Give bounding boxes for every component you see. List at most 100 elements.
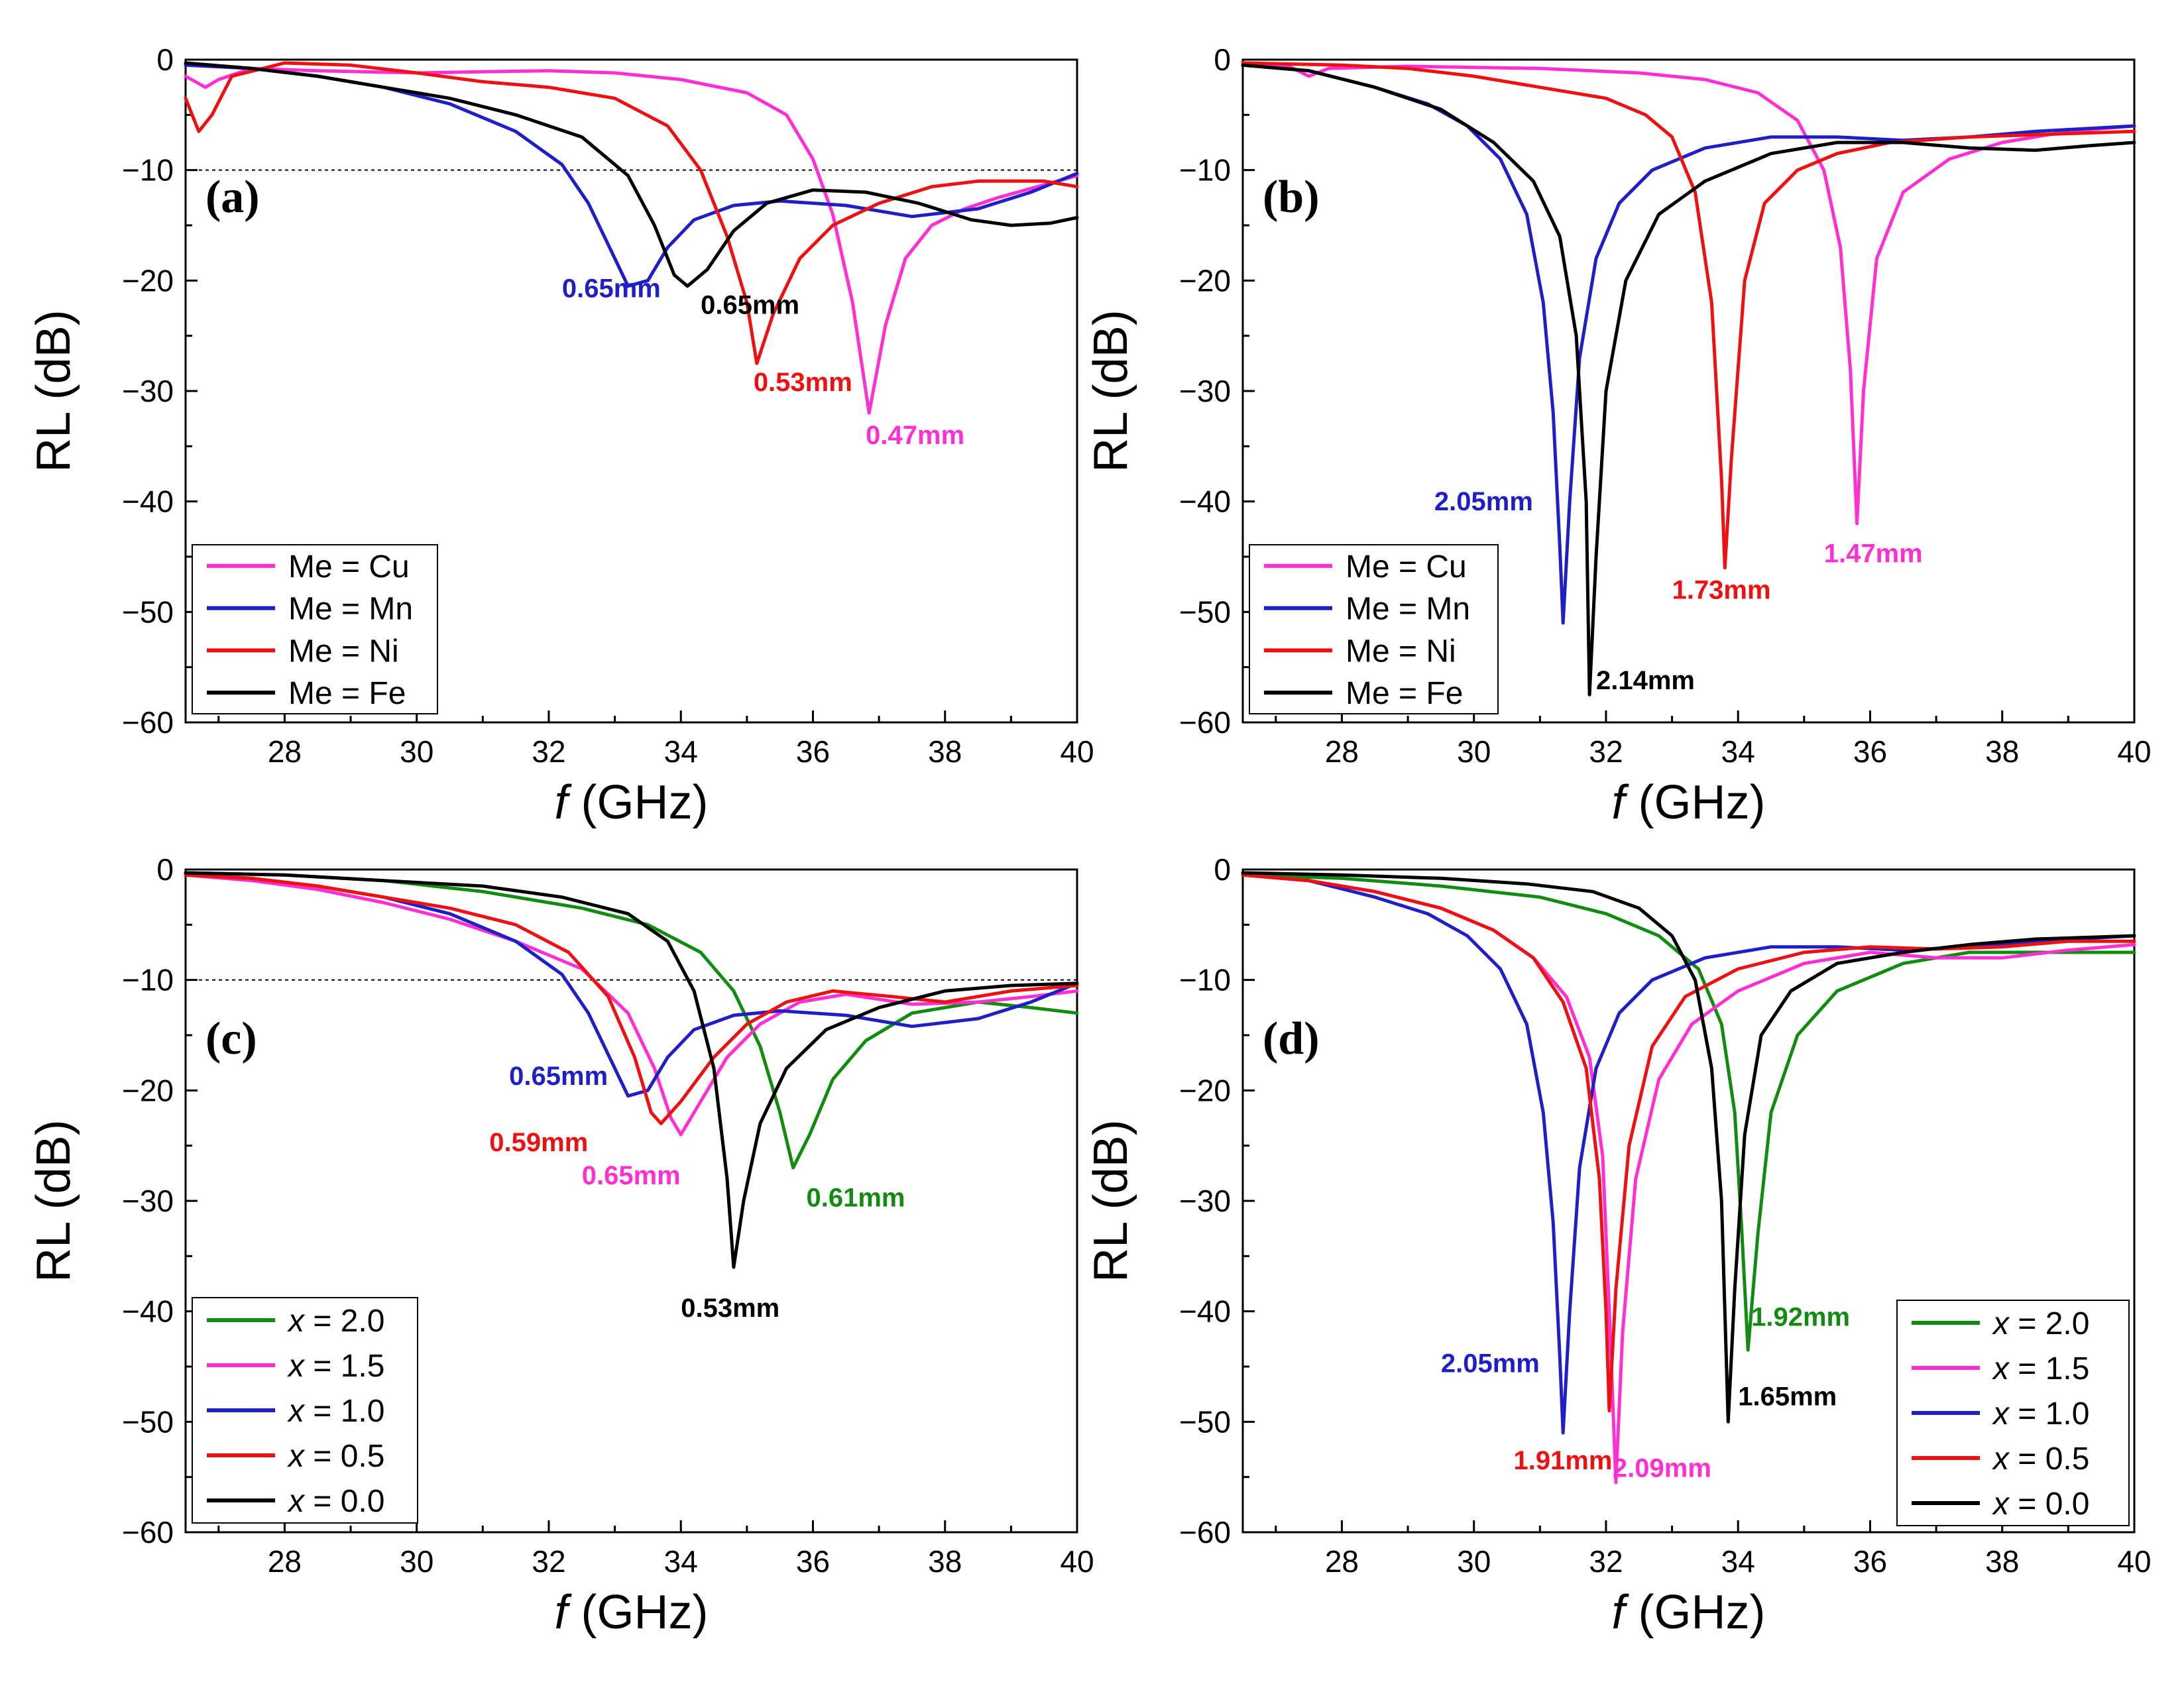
panel-a-annotation-0: 0.65mm bbox=[562, 274, 661, 303]
panel-d-series-line-0 bbox=[1241, 873, 2136, 1352]
panel-b-legend-box bbox=[1249, 544, 1499, 714]
panel-d-annotation-3: 1.92mm bbox=[1751, 1302, 1850, 1331]
panel-a-series-line-0 bbox=[184, 66, 1079, 415]
panel-d-legend-label-symbol: x bbox=[1992, 1396, 2010, 1432]
panel-c-legend-label-value: = 0.0 bbox=[304, 1484, 384, 1519]
panel-a-x-tick-label: 34 bbox=[664, 734, 698, 769]
panel-b-y-tick-label: −60 bbox=[1179, 705, 1231, 740]
panel-b-y-tick-label: −20 bbox=[1179, 263, 1231, 298]
panel-b-x-axis-title: f (GHz) bbox=[1612, 776, 1766, 829]
panel-d-legend-label: x = 0.5 bbox=[1992, 1441, 2089, 1477]
panel-b-x-tick-label: 38 bbox=[1985, 734, 2019, 769]
panel-a-legend-label: Me = Fe bbox=[288, 676, 406, 711]
panel-a-x-tick-label: 28 bbox=[268, 734, 302, 769]
panel-c-legend-label-value: = 1.5 bbox=[304, 1349, 384, 1384]
panel-c-x-axis-title: f (GHz) bbox=[555, 1586, 709, 1639]
panel-c-x-tick-label: 32 bbox=[532, 1544, 565, 1579]
panel-d-annotation-2: 2.09mm bbox=[1613, 1454, 1711, 1483]
panel-c-y-tick-label: −10 bbox=[122, 963, 174, 997]
panel-b-legend-label-value: Me = Mn bbox=[1346, 592, 1470, 627]
panel-c: 28 30 32 34 36 38 40 0 −10 −20 −30 −40 −50 −60 f (GHz)… bbox=[27, 852, 1094, 1639]
panel-b-series-line-0 bbox=[1241, 61, 2136, 526]
panel-c-series-line-2 bbox=[184, 873, 1079, 1098]
panel-a-y-tick-label: −30 bbox=[122, 374, 174, 408]
panel-b-annotation-2: 1.73mm bbox=[1672, 575, 1771, 604]
panel-b-y-tick-label: −10 bbox=[1179, 153, 1231, 188]
panel-a-x-axis-title: f (GHz) bbox=[555, 776, 709, 829]
panel-c-x-tick-label: 28 bbox=[268, 1544, 302, 1579]
panel-a-x-tick-label: 32 bbox=[532, 734, 565, 769]
panel-a-annotation-1: 0.65mm bbox=[701, 290, 799, 319]
panel-b-y-tick-label: 0 bbox=[1214, 42, 1231, 77]
panel-b-annotation-1: 2.14mm bbox=[1596, 666, 1695, 695]
panel-d-legend-label-value: = 1.5 bbox=[2009, 1351, 2089, 1386]
panel-a-legend-label-value: Me = Ni bbox=[288, 634, 399, 669]
panel-a-x-tick-label: 30 bbox=[400, 734, 433, 769]
panel-d-x-axis-title-unit: (GHz) bbox=[1625, 1586, 1766, 1639]
panel-c-annotation-1: 0.59mm bbox=[489, 1128, 588, 1157]
panel-b-annotation-3: 1.47mm bbox=[1824, 539, 1923, 568]
panel-d-y-axis-title: RL (dB) bbox=[1084, 1119, 1137, 1282]
panel-a-x-tick-label: 36 bbox=[796, 734, 830, 769]
panel-d-legend-label-value: = 1.0 bbox=[2009, 1396, 2089, 1432]
panel-d-annotation-1: 1.91mm bbox=[1513, 1446, 1612, 1475]
panel-a-annotation-3: 0.47mm bbox=[866, 421, 964, 450]
panel-d-legend-label: x = 2.0 bbox=[1992, 1306, 2089, 1341]
panel-c-legend-label-symbol: x bbox=[287, 1394, 306, 1429]
panel-c-y-tick-label: −40 bbox=[122, 1294, 174, 1329]
panel-a-legend-label: Me = Mn bbox=[288, 592, 413, 627]
panel-c-x-tick-label: 30 bbox=[400, 1544, 433, 1579]
panel-c-legend-label-value: = 1.0 bbox=[304, 1394, 384, 1429]
panel-c-legend-label-value: = 0.5 bbox=[304, 1439, 384, 1474]
panel-d-x-tick-label: 32 bbox=[1589, 1544, 1623, 1579]
panel-d-legend-label: x = 1.5 bbox=[1992, 1351, 2089, 1386]
panel-b-legend-label: Me = Fe bbox=[1346, 676, 1463, 711]
panel-c-legend-label-symbol: x bbox=[287, 1304, 306, 1339]
panel-b-legend-label-value: Me = Cu bbox=[1346, 549, 1467, 585]
panel-a-y-axis-title: RL (dB) bbox=[27, 309, 80, 472]
panel-a-y-tick-label: −20 bbox=[122, 263, 174, 298]
panel-c-y-tick-label: −50 bbox=[122, 1404, 174, 1439]
panel-c-legend-label: x = 0.5 bbox=[287, 1439, 384, 1474]
panel-a-legend-box bbox=[192, 544, 438, 714]
panel-b-x-tick-label: 40 bbox=[2117, 734, 2151, 769]
panel-c-legend-label-symbol: x bbox=[287, 1484, 306, 1519]
panel-d-legend-label-symbol: x bbox=[1992, 1487, 2010, 1522]
panel-c-series-line-3 bbox=[184, 873, 1079, 1125]
panel-d-panel-label: (d) bbox=[1263, 1013, 1320, 1064]
panel-d-y-tick-label: −30 bbox=[1179, 1184, 1231, 1218]
panel-d-x-tick-label: 30 bbox=[1457, 1544, 1491, 1579]
panel-c-x-axis-title-unit: (GHz) bbox=[568, 1586, 709, 1639]
panel-c-legend-label-symbol: x bbox=[287, 1349, 306, 1384]
panel-b: 28 30 32 34 36 38 40 0 −10 −20 −30 −40 −50 −60 f (GHz)… bbox=[1084, 42, 2152, 829]
panel-d-annotation-4: 1.65mm bbox=[1738, 1382, 1837, 1411]
panel-a-x-axis-title-unit: (GHz) bbox=[568, 776, 709, 829]
panel-b-x-tick-label: 32 bbox=[1589, 734, 1623, 769]
panel-d-legend-label: x = 1.0 bbox=[1992, 1396, 2089, 1432]
panel-a-legend-label: Me = Ni bbox=[288, 634, 399, 669]
panel-d-x-tick-label: 36 bbox=[1853, 1544, 1887, 1579]
panel-b-x-tick-label: 36 bbox=[1853, 734, 1887, 769]
panel-d-legend-label-symbol: x bbox=[1992, 1351, 2010, 1386]
panel-b-y-axis-title: RL (dB) bbox=[1084, 309, 1137, 472]
panel-c-y-tick-label: −30 bbox=[122, 1184, 174, 1218]
panel-b-legend-label: Me = Cu bbox=[1346, 549, 1467, 585]
panel-b-y-tick-label: −30 bbox=[1179, 374, 1231, 408]
panel-d-y-tick-label: −50 bbox=[1179, 1404, 1231, 1439]
panel-b-x-tick-label: 28 bbox=[1325, 734, 1359, 769]
panel-d-y-tick-label: 0 bbox=[1214, 852, 1231, 887]
panel-d-x-tick-label: 28 bbox=[1325, 1544, 1359, 1579]
panel-d-y-tick-label: −20 bbox=[1179, 1073, 1231, 1107]
panel-a-legend-label-value: Me = Cu bbox=[288, 549, 410, 585]
panel-a-y-tick-label: −60 bbox=[122, 705, 174, 740]
panel-c-y-tick-label: 0 bbox=[156, 852, 174, 887]
panel-b-panel-label: (b) bbox=[1263, 172, 1320, 223]
panel-c-legend-label-value: = 2.0 bbox=[304, 1304, 384, 1339]
panel-a-y-tick-label: −50 bbox=[122, 594, 174, 629]
panel-a-annotation-2: 0.53mm bbox=[754, 368, 852, 397]
panel-a-series-line-1 bbox=[184, 63, 1079, 288]
panel-c-legend-label: x = 2.0 bbox=[287, 1304, 384, 1339]
panel-d-series-line-4 bbox=[1241, 871, 2136, 1424]
panel-d-legend-label: x = 0.0 bbox=[1992, 1487, 2089, 1522]
